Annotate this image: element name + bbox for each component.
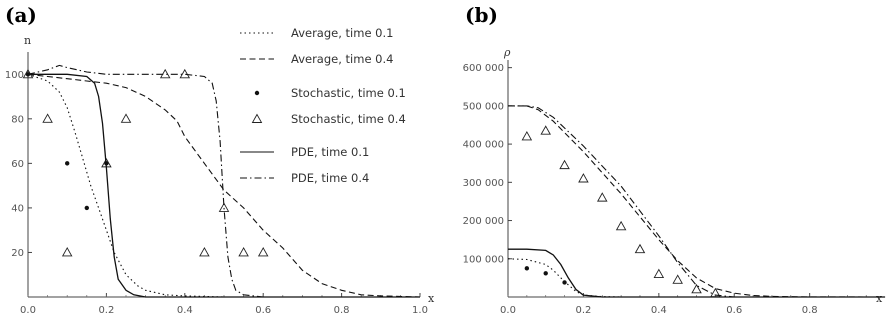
data-point-triangle — [615, 220, 627, 231]
legend-label: Average, time 0.1 — [291, 26, 393, 40]
y-tick-label: 300 000 — [463, 178, 504, 189]
data-point-triangle — [540, 125, 551, 135]
data-point-triangle — [578, 173, 589, 183]
data-point-triangle — [61, 247, 73, 257]
y-tick-label: 80 — [11, 114, 24, 125]
x-tick-label: 0.2 — [575, 305, 591, 316]
legend-label: Stochastic, time 0.4 — [291, 112, 406, 126]
data-point-triangle — [238, 247, 249, 257]
legend-entry: Stochastic, time 0.1 — [254, 86, 406, 100]
data-point-triangle — [653, 268, 665, 279]
legend-swatch — [254, 90, 260, 96]
series-line-solid — [508, 248, 886, 298]
y-tick-label: 100 000 — [463, 254, 504, 265]
data-point-triangle — [257, 247, 269, 257]
series-line-dotted — [27, 73, 420, 298]
legend-entry: PDE, time 0.4 — [240, 171, 369, 185]
panel-a-y-label: n — [24, 34, 31, 47]
x-tick-label: 0.8 — [334, 305, 350, 316]
series-line-solid — [28, 73, 420, 298]
panel-b: (b) ρ x 0.0 0.2 0.4 0.6 0.8 100 000 200 000 30… — [463, 3, 886, 316]
y-tick-label: 200 000 — [463, 216, 504, 227]
panel-b-series — [507, 105, 886, 298]
data-point-triangle — [199, 247, 210, 257]
x-tick-label: 0.8 — [802, 305, 818, 316]
series-line-dashed — [508, 105, 871, 298]
y-tick-label: 400 000 — [463, 140, 504, 151]
y-tick-label: 20 — [11, 248, 24, 259]
panel-b-x-label: x — [876, 292, 883, 305]
data-point-triangle — [559, 159, 570, 170]
series-line-dashdot — [508, 105, 870, 298]
panel-a-series — [22, 64, 421, 298]
panel-a-x-label: x — [428, 292, 435, 305]
y-tick-label: 60 — [11, 159, 24, 170]
panel-a-x-ticks: 0.0 0.2 0.4 0.6 0.8 1.0 — [20, 293, 428, 316]
data-point-triangle — [672, 274, 683, 284]
data-point-triangle — [42, 113, 53, 123]
data-point-triangle — [521, 131, 533, 141]
legend-entry: Average, time 0.1 — [240, 26, 393, 40]
x-tick-label: 1.0 — [412, 305, 428, 316]
legend-entry: Average, time 0.4 — [240, 52, 393, 66]
x-tick-label: 0.2 — [98, 305, 114, 316]
y-tick-label: 500 000 — [463, 101, 504, 112]
legend-label: Average, time 0.4 — [291, 52, 393, 66]
legend-label: PDE, time 0.4 — [291, 171, 369, 185]
x-tick-label: 0.0 — [500, 305, 516, 316]
panel-b-label: (b) — [465, 3, 498, 27]
legend-swatch — [251, 113, 263, 123]
x-tick-label: 0.0 — [20, 305, 36, 316]
x-tick-label: 0.4 — [651, 305, 667, 316]
panel-a: (a) n x 0.0 0.2 0.4 0.6 0.8 1.0 20 40 60 80 100 A… — [5, 3, 435, 316]
data-point-triangle — [218, 202, 230, 212]
legend-label: Stochastic, time 0.1 — [291, 86, 406, 100]
data-point-triangle — [179, 68, 191, 79]
data-point-dot — [524, 266, 530, 271]
legend-entry: PDE, time 0.1 — [240, 145, 369, 159]
panel-b-y-ticks: 100 000 200 000 300 000 400 000 500 000 600 0… — [463, 63, 512, 265]
legend-label: PDE, time 0.1 — [291, 145, 369, 159]
legend-entry: Stochastic, time 0.4 — [251, 112, 406, 126]
panel-a-legend: Average, time 0.1 Average, time 0.4 Stocha… — [240, 26, 406, 185]
panel-b-y-label: ρ — [503, 46, 511, 59]
data-point-dot — [562, 280, 567, 285]
y-tick-label: 600 000 — [463, 63, 504, 74]
data-point-triangle — [597, 192, 608, 202]
x-tick-label: 0.4 — [177, 305, 193, 316]
data-point-triangle — [691, 283, 702, 294]
x-tick-label: 0.6 — [255, 305, 271, 316]
data-point-dot — [84, 205, 90, 211]
series-line-dashed — [27, 73, 421, 298]
series-line-dashdot — [27, 64, 420, 298]
y-tick-label: 40 — [11, 203, 24, 214]
y-tick-label: 100 — [5, 70, 24, 81]
x-tick-label: 0.6 — [726, 305, 742, 316]
data-point-dot — [65, 161, 70, 166]
data-point-triangle — [634, 243, 646, 254]
data-point-triangle — [120, 113, 132, 123]
panel-a-label: (a) — [5, 3, 37, 27]
data-point-dot — [543, 271, 548, 276]
